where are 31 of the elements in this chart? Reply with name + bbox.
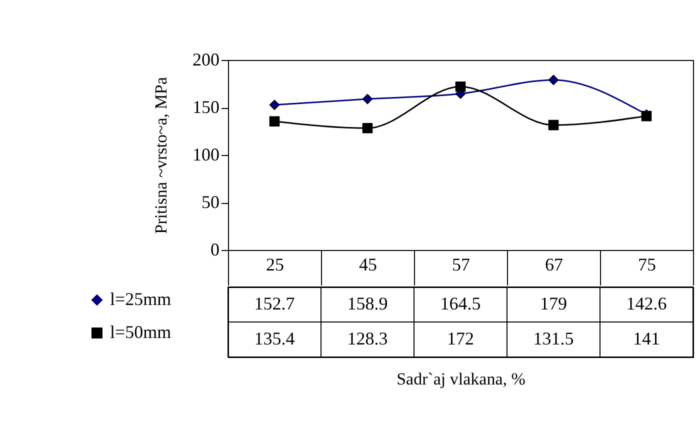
data-label: 142.6 xyxy=(626,294,667,314)
data-label: 179 xyxy=(540,294,567,314)
x-tick-label: 57 xyxy=(452,254,470,274)
point xyxy=(362,122,373,134)
data-label: 131.5 xyxy=(533,328,574,348)
data-label: 128.3 xyxy=(347,328,388,348)
y-axis-title: Pritisna ~vrsto~a, MPa xyxy=(152,76,170,234)
y-tick-label: 0 xyxy=(210,240,220,260)
point xyxy=(362,94,373,104)
legend-label: l=25mm xyxy=(110,289,172,309)
point xyxy=(455,81,466,92)
point xyxy=(269,100,280,110)
legend-label: l=50mm xyxy=(110,322,172,342)
point xyxy=(548,74,559,86)
x-tick-label: 67 xyxy=(545,254,563,274)
point xyxy=(269,116,280,127)
y-tick-label: 200 xyxy=(192,50,220,70)
text: Sadr`aj vlakana, % xyxy=(396,370,526,388)
x-tick-label: 75 xyxy=(638,254,656,274)
data-label: 158.9 xyxy=(347,294,388,314)
data-label: 172 xyxy=(447,328,474,348)
y-tick-label: 50 xyxy=(202,192,220,212)
y-tick-label: 150 xyxy=(192,97,220,117)
y-tick-label: 100 xyxy=(192,144,220,164)
x-tick-label: 45 xyxy=(359,254,377,274)
x-tick-label: 25 xyxy=(266,254,284,274)
point xyxy=(548,120,559,130)
data-label: 164.5 xyxy=(440,294,481,314)
data-label: 135.4 xyxy=(254,328,295,348)
data-label: 152.7 xyxy=(254,294,295,314)
data-label: 141 xyxy=(633,328,660,348)
